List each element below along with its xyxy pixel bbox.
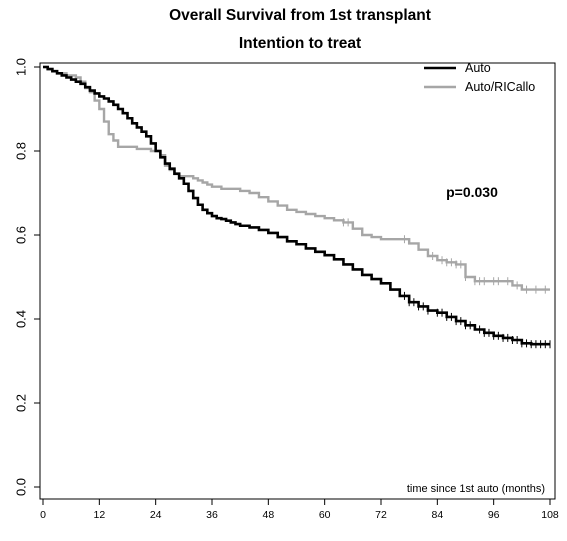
- y-tick-label: 0.8: [13, 142, 28, 160]
- legend-label-auto: Auto: [465, 61, 491, 75]
- x-tick-label: 72: [375, 509, 387, 521]
- series-line-auto: [43, 65, 550, 346]
- x-tick-label: 12: [93, 509, 105, 521]
- y-tick-label: 0.4: [13, 310, 28, 328]
- y-tick-label: 0.0: [13, 478, 28, 496]
- x-tick-label: 96: [488, 509, 500, 521]
- x-tick-label: 0: [40, 509, 46, 521]
- series-layer: [43, 65, 551, 349]
- y-tick-label: 0.6: [13, 226, 28, 244]
- plot-frame: [39, 62, 556, 500]
- x-tick-label: 48: [262, 509, 274, 521]
- legend: Auto Auto/RICallo: [424, 61, 535, 94]
- chart-title: Overall Survival from 1st transplant: [169, 7, 431, 24]
- x-tick-label: 84: [431, 509, 443, 521]
- x-tick-label: 108: [541, 509, 559, 521]
- plot-area: [39, 62, 556, 500]
- y-tick-label: 1.0: [13, 58, 28, 76]
- x-tick-label: 24: [150, 509, 162, 521]
- axes: 0 12 24 36 48 60 72 84 96 108 0.0 0.2 0.4 0.6 0.8 1.0: [13, 58, 558, 521]
- y-tick-label: 0.2: [13, 394, 28, 412]
- series-line-auto-ricallo: [43, 65, 550, 291]
- legend-label-auto-ricallo: Auto/RICallo: [465, 80, 535, 94]
- x-tick-label: 36: [206, 509, 218, 521]
- p-value-annotation: p=0.030: [446, 184, 498, 200]
- x-axis-label: time since 1st auto (months): [407, 483, 545, 495]
- x-tick-label: 60: [319, 509, 331, 521]
- chart-subtitle: Intention to treat: [239, 35, 361, 52]
